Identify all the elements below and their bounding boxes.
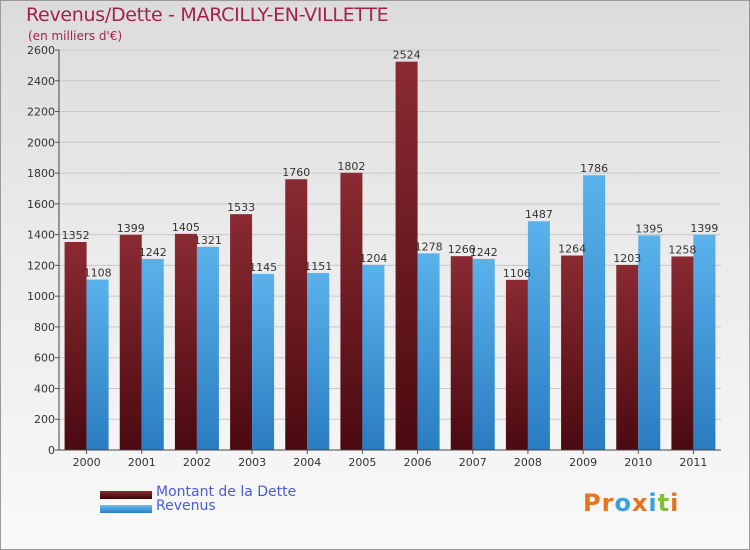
xtick-label-2001: 2001 — [128, 456, 156, 469]
bar-revenus-2000 — [86, 279, 109, 450]
data-label-revenus-2008: 1487 — [525, 208, 553, 221]
xtick-label-2009: 2009 — [569, 456, 597, 469]
data-label-revenus-2002: 1321 — [194, 234, 222, 247]
ytick-label-800: 800 — [34, 321, 55, 334]
data-label-dette-2001: 1399 — [117, 222, 145, 235]
bar-revenus-2003 — [252, 273, 275, 450]
ytick-label-1200: 1200 — [27, 259, 55, 272]
data-label-dette-2011: 1258 — [668, 243, 696, 256]
data-label-dette-2003: 1533 — [227, 201, 255, 214]
bar-revenus-2002 — [196, 246, 219, 450]
bar-dette-2008 — [505, 279, 528, 450]
logo-letter: o — [614, 489, 632, 517]
bar-dette-2004 — [285, 179, 308, 450]
xtick-label-2000: 2000 — [73, 456, 101, 469]
legend-label-revenus: Revenus — [156, 498, 216, 514]
data-label-revenus-2004: 1151 — [304, 260, 332, 273]
bar-revenus-2007 — [472, 258, 495, 450]
data-label-revenus-2011: 1399 — [690, 222, 718, 235]
ytick-label-0: 0 — [48, 444, 55, 457]
axes: 0 200 400 600 800 1000 1200 1400 1600 1800 2000 220… — [27, 44, 721, 469]
bar-dette-2007 — [450, 256, 473, 450]
data-label-dette-2010: 1203 — [613, 252, 641, 265]
bar-dette-2003 — [230, 214, 253, 450]
data-label-dette-2009: 1264 — [558, 243, 586, 256]
bar-dette-2000 — [64, 242, 87, 450]
data-label-dette-2000: 1352 — [62, 229, 90, 242]
bar-revenus-2009 — [583, 175, 606, 450]
bar-revenus-2008 — [527, 221, 550, 450]
ytick-label-2600: 2600 — [27, 44, 55, 57]
data-label-revenus-2001: 1242 — [139, 246, 167, 259]
xtick-label-2002: 2002 — [183, 456, 211, 469]
bar-dette-2011 — [671, 256, 694, 450]
gridlines — [59, 49, 721, 451]
data-label-revenus-2006: 1278 — [415, 240, 443, 253]
xtick-label-2006: 2006 — [404, 456, 432, 469]
ytick-label-400: 400 — [34, 382, 55, 395]
ytick-label-1800: 1800 — [27, 167, 55, 180]
ytick-label-200: 200 — [34, 413, 55, 426]
data-label-dette-2007: 1260 — [448, 243, 476, 256]
bar-dette-2010 — [616, 264, 639, 450]
logo-letter: x — [631, 489, 649, 517]
bar-dette-2006 — [395, 61, 418, 450]
bar-dette-2005 — [340, 172, 363, 450]
data-label-dette-2002: 1405 — [172, 221, 200, 234]
bar-revenus-2004 — [307, 272, 330, 450]
xtick-label-2003: 2003 — [238, 456, 266, 469]
xtick-label-2008: 2008 — [514, 456, 542, 469]
xtick-label-2004: 2004 — [293, 456, 321, 469]
ytick-label-600: 600 — [34, 352, 55, 365]
bar-revenus-2011 — [693, 234, 716, 450]
legend-swatch-revenus — [100, 505, 152, 513]
logo-letter: r — [601, 489, 615, 517]
bar-dette-2001 — [119, 234, 142, 450]
logo-letter: i — [670, 489, 680, 517]
bar-revenus-2005 — [362, 264, 385, 450]
data-label-revenus-2010: 1395 — [635, 222, 663, 235]
logo-letter: t — [657, 489, 671, 517]
data-label-revenus-2005: 1204 — [359, 252, 387, 265]
data-label-dette-2008: 1106 — [503, 267, 531, 280]
legend-label-dette: Montant de la Dette — [156, 484, 297, 500]
logo-letter: i — [648, 489, 658, 517]
xtick-label-2007: 2007 — [459, 456, 487, 469]
data-label-dette-2006: 2524 — [393, 49, 421, 62]
chart-title: Revenus/Dette - MARCILLY-EN-VILLETTE — [26, 4, 389, 26]
bar-revenus-2006 — [417, 253, 440, 450]
bars — [64, 61, 716, 450]
data-label-revenus-2000: 1108 — [84, 267, 112, 280]
ytick-label-2400: 2400 — [27, 75, 55, 88]
bar-dette-2002 — [174, 233, 197, 450]
proxiti-logo: Proxiti — [583, 489, 679, 517]
ytick-label-2200: 2200 — [27, 106, 55, 119]
chart-subtitle: (en milliers d'€) — [28, 29, 123, 43]
ytick-label-2000: 2000 — [27, 136, 55, 149]
data-label-revenus-2009: 1786 — [580, 162, 608, 175]
data-label-revenus-2003: 1145 — [249, 261, 277, 274]
logo-letter: P — [583, 489, 602, 517]
data-label-dette-2004: 1760 — [282, 166, 310, 179]
ytick-label-1000: 1000 — [27, 290, 55, 303]
ytick-label-1600: 1600 — [27, 198, 55, 211]
ytick-label-1400: 1400 — [27, 229, 55, 242]
data-label-revenus-2007: 1242 — [470, 246, 498, 259]
xtick-label-2011: 2011 — [679, 456, 707, 469]
xtick-label-2010: 2010 — [624, 456, 652, 469]
bar-dette-2009 — [561, 255, 584, 450]
bar-revenus-2001 — [141, 258, 164, 450]
xtick-label-2005: 2005 — [348, 456, 376, 469]
bar-revenus-2010 — [638, 235, 661, 450]
data-label-dette-2005: 1802 — [337, 160, 365, 173]
legend-swatch-dette — [100, 491, 152, 499]
